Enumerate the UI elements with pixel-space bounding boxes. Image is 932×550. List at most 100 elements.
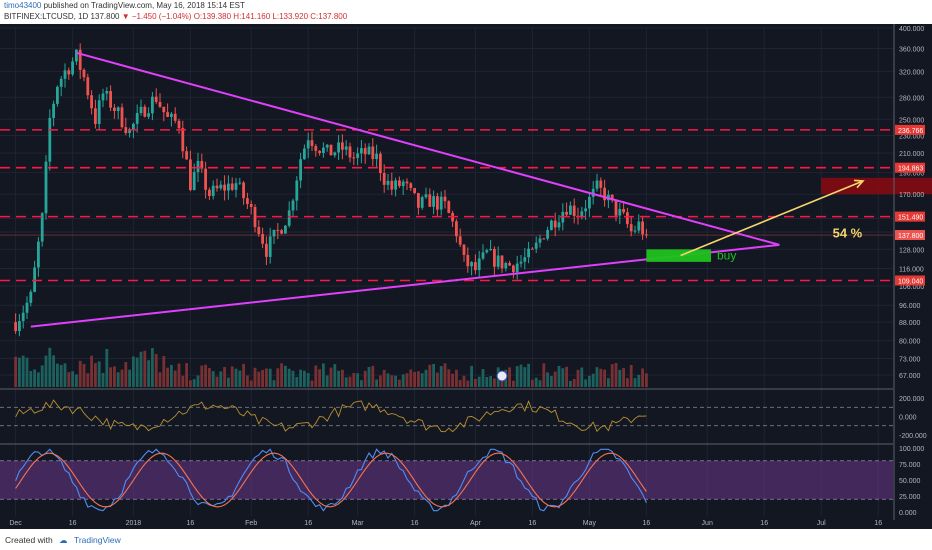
indicator-1-tick-label: 200.000 bbox=[899, 396, 924, 403]
volume-bar bbox=[637, 374, 641, 387]
price-chart[interactable]: buysell54 % 400.000 360.000 320.000 280.000… bbox=[0, 24, 932, 529]
volume-bar bbox=[211, 371, 215, 387]
candle-body bbox=[432, 196, 435, 207]
candle-body bbox=[173, 113, 177, 121]
last-price-label: 137.800 bbox=[898, 233, 923, 240]
candle-body bbox=[371, 146, 375, 160]
candle-body bbox=[158, 101, 162, 107]
volume-bar bbox=[147, 360, 150, 387]
candle-body bbox=[101, 93, 105, 101]
candle-body bbox=[48, 117, 52, 162]
volume-bar bbox=[276, 368, 280, 387]
tradingview-link[interactable]: TradingView bbox=[73, 535, 121, 545]
volume-bar bbox=[386, 373, 390, 387]
candle-body bbox=[337, 142, 340, 153]
date-tick-label: 16 bbox=[187, 520, 195, 527]
candle-body bbox=[557, 222, 561, 228]
volume-bar bbox=[113, 366, 116, 387]
volume-bar bbox=[618, 369, 622, 387]
candle-body bbox=[109, 91, 112, 108]
candle-body bbox=[196, 160, 200, 173]
volume-bar bbox=[94, 363, 97, 387]
volume-bars bbox=[14, 347, 648, 387]
candle-body bbox=[227, 183, 230, 191]
tradingview-logo-icon[interactable]: ☁ bbox=[59, 535, 68, 545]
candle-body bbox=[272, 229, 276, 237]
date-tick-label: 16 bbox=[304, 520, 312, 527]
volume-bar bbox=[561, 368, 565, 387]
candle-body bbox=[626, 212, 629, 225]
candle-body bbox=[128, 129, 131, 134]
candle-body bbox=[291, 200, 295, 211]
volume-bar bbox=[428, 364, 432, 387]
volume-bar bbox=[246, 375, 249, 387]
candle-body bbox=[443, 196, 447, 202]
candle-body bbox=[147, 113, 150, 117]
volume-bar bbox=[379, 375, 382, 387]
volume-bar bbox=[177, 363, 181, 387]
volume-bar bbox=[208, 367, 211, 387]
volume-bar bbox=[120, 369, 124, 387]
volume-bar bbox=[580, 367, 584, 387]
candle-body bbox=[299, 159, 302, 181]
candle-body bbox=[394, 180, 397, 190]
candle-body bbox=[375, 153, 378, 160]
volume-bar bbox=[261, 369, 264, 387]
author-link[interactable]: timo43400 bbox=[4, 1, 42, 10]
indicator-2-tick-label: 50.000 bbox=[899, 478, 921, 485]
volume-bar bbox=[90, 355, 93, 387]
candle-body bbox=[622, 208, 625, 213]
symbol-line: BITFINEX:LTCUSD, 1D 137.800 ▼ −1.450 (−1… bbox=[4, 12, 347, 21]
candle-body bbox=[470, 262, 473, 267]
volume-bar bbox=[542, 363, 546, 387]
volume-bar bbox=[553, 371, 557, 387]
candle-body bbox=[268, 236, 272, 257]
level-price-label: 151.490 bbox=[898, 215, 923, 222]
volume-bar bbox=[363, 370, 367, 387]
volume-bar bbox=[234, 368, 238, 387]
candle-body bbox=[29, 291, 33, 303]
candle-body bbox=[71, 61, 74, 75]
volume-bar bbox=[534, 377, 538, 387]
volume-bar bbox=[67, 372, 71, 387]
publish-line: timo43400 published on TradingView.com, … bbox=[4, 1, 245, 10]
volume-bar bbox=[135, 357, 139, 387]
price-tick-label: 80.000 bbox=[899, 339, 921, 346]
date-tick-label: May bbox=[583, 520, 597, 527]
volume-bar bbox=[189, 380, 192, 387]
candle-body bbox=[474, 262, 477, 271]
price-tick-label: 280.000 bbox=[899, 95, 924, 102]
volume-bar bbox=[531, 379, 534, 387]
volume-bar bbox=[242, 363, 245, 387]
candle-body bbox=[59, 78, 63, 87]
volume-bar bbox=[645, 373, 648, 387]
last-price: 137.800 bbox=[90, 12, 120, 21]
candle-body bbox=[215, 185, 219, 189]
volume-bar bbox=[143, 350, 147, 387]
arrow-head-icon bbox=[853, 179, 865, 189]
volume-bar bbox=[56, 363, 59, 387]
indicator-panes bbox=[0, 388, 893, 512]
volume-bar bbox=[170, 364, 173, 387]
candle-body bbox=[401, 181, 405, 187]
volume-bar bbox=[223, 367, 226, 387]
date-tick-label: Jul bbox=[817, 520, 826, 527]
volume-bar bbox=[105, 348, 109, 387]
candle-body bbox=[424, 194, 428, 198]
candle-body bbox=[363, 148, 367, 155]
candle-body bbox=[56, 86, 59, 104]
candle-body bbox=[527, 248, 530, 258]
volume-bar bbox=[151, 348, 154, 387]
volume-bar bbox=[371, 365, 375, 387]
volume-bar bbox=[485, 377, 489, 387]
footer-text: Created with ☁ TradingView bbox=[5, 535, 121, 546]
candle-body bbox=[166, 112, 169, 117]
indicator-2-tick-label: 100.000 bbox=[899, 446, 924, 453]
volume-bar bbox=[610, 364, 614, 387]
candle-body bbox=[208, 189, 211, 197]
volume-bar bbox=[523, 367, 527, 387]
date-tick-label: 16 bbox=[529, 520, 537, 527]
volume-bar bbox=[257, 371, 261, 387]
candle-body bbox=[242, 182, 245, 199]
candle-body bbox=[295, 180, 299, 201]
